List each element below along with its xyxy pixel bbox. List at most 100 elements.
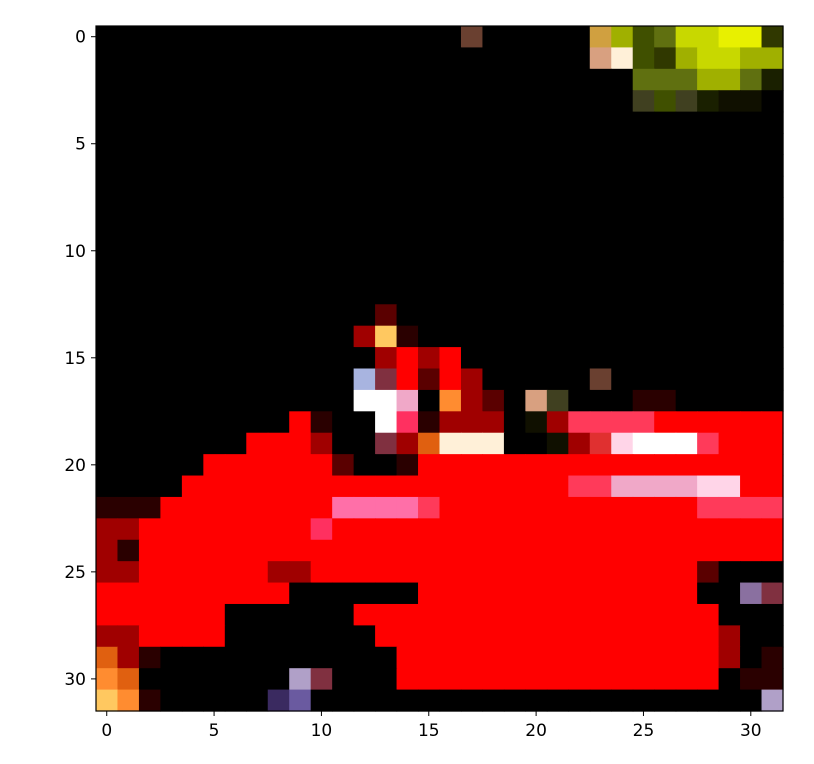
heatmap-cell [160, 111, 183, 134]
heatmap-cell [675, 368, 698, 391]
heatmap-cell [117, 47, 140, 70]
heatmap-cell [267, 218, 290, 241]
heatmap-cell [375, 518, 398, 541]
heatmap-cell [546, 325, 569, 348]
heatmap-cell [310, 454, 333, 477]
heatmap-cell [117, 411, 140, 434]
heatmap-cell [740, 496, 763, 519]
heatmap-cell [96, 646, 119, 669]
heatmap-cell [138, 496, 162, 519]
heatmap-cell [310, 47, 333, 70]
heatmap-cell [396, 432, 419, 455]
heatmap-cell [482, 475, 505, 498]
heatmap-cell [160, 240, 183, 263]
heatmap-cell [697, 603, 720, 626]
heatmap-cell [246, 582, 269, 605]
heatmap-cell [160, 197, 183, 220]
heatmap-cell [611, 646, 634, 669]
heatmap-cell [525, 111, 548, 134]
heatmap-cell [632, 668, 655, 691]
heatmap-cell [203, 582, 226, 605]
heatmap-cell [632, 389, 655, 412]
heatmap-cell [396, 518, 419, 541]
heatmap-cell [718, 68, 741, 91]
heatmap-cell [632, 539, 655, 562]
heatmap-cell [589, 668, 612, 691]
heatmap-cell [525, 26, 548, 49]
heatmap-cell [439, 518, 462, 541]
heatmap-cell [203, 432, 226, 455]
heatmap-cell [289, 539, 312, 562]
heatmap-cell [718, 539, 741, 562]
heatmap-cell [396, 625, 419, 648]
heatmap-cell [632, 175, 655, 198]
heatmap-cell [740, 432, 763, 455]
heatmap-cell [203, 454, 226, 477]
heatmap-cell [718, 625, 741, 648]
heatmap-cell [310, 90, 333, 113]
x-tick-label: 30 [740, 721, 762, 741]
heatmap-cell [482, 90, 505, 113]
heatmap-cell [375, 496, 398, 519]
heatmap-cell [289, 47, 312, 70]
heatmap-cell [439, 304, 462, 327]
heatmap-cell [418, 304, 441, 327]
heatmap-cell [203, 111, 226, 134]
heatmap-cell [568, 26, 591, 49]
heatmap-cell [675, 154, 698, 177]
heatmap-cell [761, 496, 784, 519]
heatmap-cell [267, 389, 290, 412]
heatmap-cell [611, 47, 634, 70]
heatmap-cell [181, 454, 204, 477]
heatmap-cell [224, 689, 247, 712]
heatmap-cell [589, 689, 612, 712]
heatmap-cell [267, 47, 290, 70]
heatmap-cell [353, 496, 376, 519]
heatmap-cell [761, 561, 784, 584]
heatmap-cell [160, 668, 183, 691]
heatmap-cell [117, 240, 140, 263]
heatmap-cell [203, 261, 226, 284]
heatmap-cell [289, 325, 312, 348]
heatmap-cell [546, 240, 569, 263]
heatmap-cell [718, 197, 741, 220]
heatmap-cell [396, 411, 419, 434]
heatmap-cell [418, 561, 441, 584]
heatmap-cell [160, 133, 183, 156]
heatmap-cell [654, 282, 677, 305]
heatmap-cell [503, 282, 526, 305]
heatmap-cell [289, 347, 312, 370]
heatmap-cell [675, 454, 698, 477]
heatmap-cell [439, 432, 462, 455]
heatmap-cell [654, 454, 677, 477]
heatmap-cell [761, 261, 784, 284]
x-tick-label: 0 [101, 721, 112, 741]
heatmap-cell [718, 240, 741, 263]
heatmap-cell [568, 218, 591, 241]
heatmap-cell [375, 111, 398, 134]
heatmap-cell [117, 368, 140, 391]
heatmap-cell [96, 282, 119, 305]
heatmap-cell [482, 389, 505, 412]
heatmap-cell [289, 689, 312, 712]
heatmap-cell [460, 304, 484, 327]
heatmap-cell [353, 475, 376, 498]
heatmap-cell [675, 625, 698, 648]
heatmap-cell [181, 197, 204, 220]
heatmap-cell [353, 261, 376, 284]
heatmap-cell [675, 411, 698, 434]
heatmap-cell [740, 133, 763, 156]
heatmap-cell [181, 539, 204, 562]
heatmap-cell [138, 325, 162, 348]
heatmap-cell [589, 133, 612, 156]
heatmap-cell [654, 133, 677, 156]
heatmap-cell [396, 133, 419, 156]
heatmap-cell [224, 668, 247, 691]
heatmap-cell [396, 668, 419, 691]
heatmap-cell [740, 411, 763, 434]
heatmap-cell [396, 454, 419, 477]
heatmap-cell [117, 389, 140, 412]
heatmap-cell [439, 325, 462, 348]
heatmap-cell [611, 625, 634, 648]
heatmap-cell [181, 282, 204, 305]
